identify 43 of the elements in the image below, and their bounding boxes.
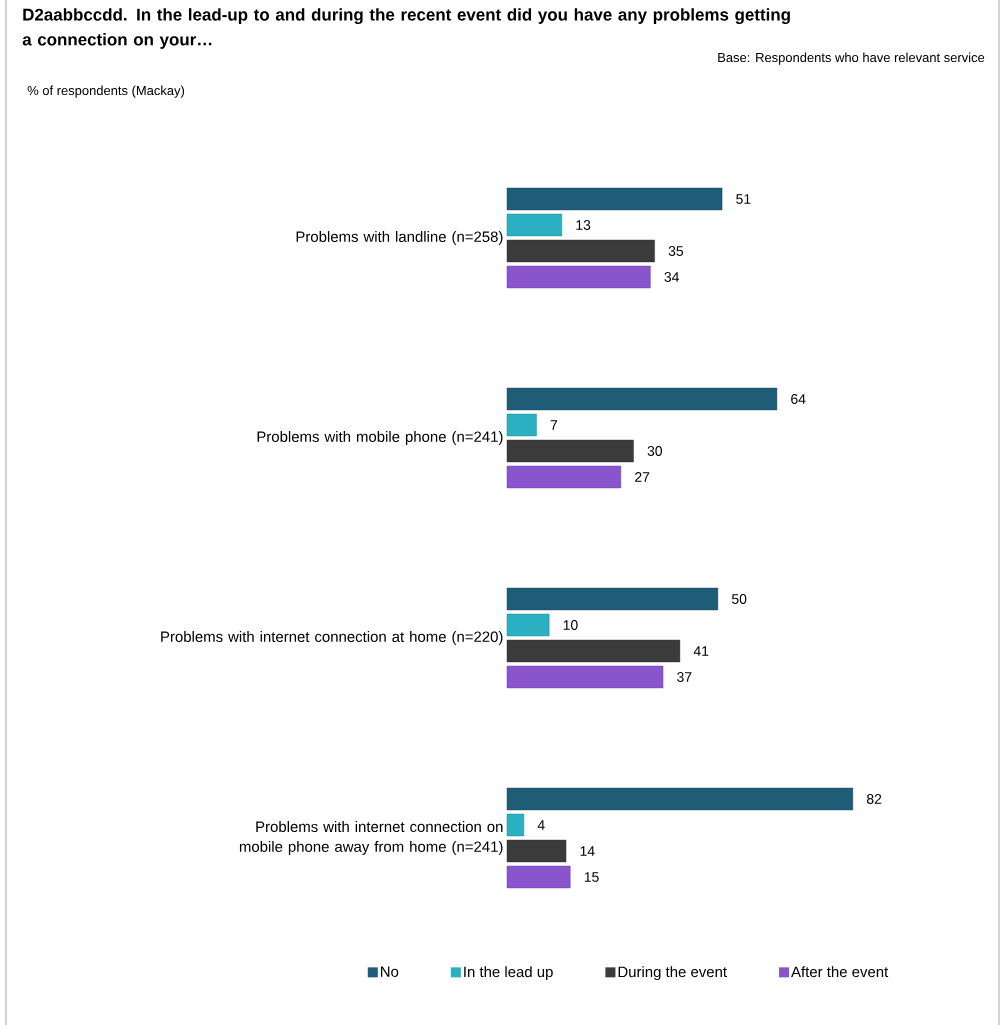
legend-label: During the event (618, 966, 727, 981)
data-label: 41 (693, 646, 709, 656)
chart-subtitle: Base: Respondents who have relevant service (718, 52, 985, 65)
bar (506, 613, 550, 637)
data-label: 51 (736, 194, 751, 204)
data-label: 10 (563, 620, 578, 630)
legend-label: In the lead up (464, 966, 553, 981)
data-label: 14 (580, 846, 595, 856)
bar (506, 665, 664, 689)
bar (506, 587, 719, 611)
data-label: 34 (664, 272, 680, 282)
bar (506, 387, 778, 411)
y-tick-label: Problems with internet connection at home (n=220) (161, 631, 503, 645)
chart-title: D2aabbccdd. In the lead-up to and during the recent event did you have any problems getting a connection on your… (22, 8, 790, 49)
data-label: 37 (677, 672, 692, 682)
data-label: 50 (731, 594, 747, 604)
data-label: 13 (576, 220, 591, 230)
bar (506, 787, 854, 811)
bar (506, 465, 622, 489)
bar (506, 187, 723, 211)
bar (506, 439, 634, 463)
bar (506, 813, 525, 837)
data-label: 27 (635, 472, 650, 482)
legend-label: No (380, 966, 399, 977)
data-label: 30 (647, 446, 663, 456)
bar (506, 639, 681, 663)
y-tick-label: Problems with mobile phone (n=241) (257, 431, 503, 445)
bar (506, 239, 655, 263)
data-label: 35 (668, 246, 684, 256)
bar (506, 413, 537, 437)
data-label: 4 (537, 820, 545, 830)
bar (506, 865, 571, 889)
text: % of respondents (Mackay) (27, 85, 185, 98)
y-tick-label: Problems with internet connection on mobile phone away from home (n=241) (239, 821, 503, 855)
data-label: 82 (866, 794, 882, 804)
bar (506, 265, 651, 289)
bar (506, 213, 563, 237)
legend-label: After the event (791, 966, 889, 978)
data-label: 64 (791, 394, 806, 404)
y-tick-label: Problems with landline (n=258) (296, 231, 503, 245)
bar (506, 839, 567, 863)
data-label: 7 (550, 420, 558, 430)
data-label: 15 (584, 872, 599, 882)
